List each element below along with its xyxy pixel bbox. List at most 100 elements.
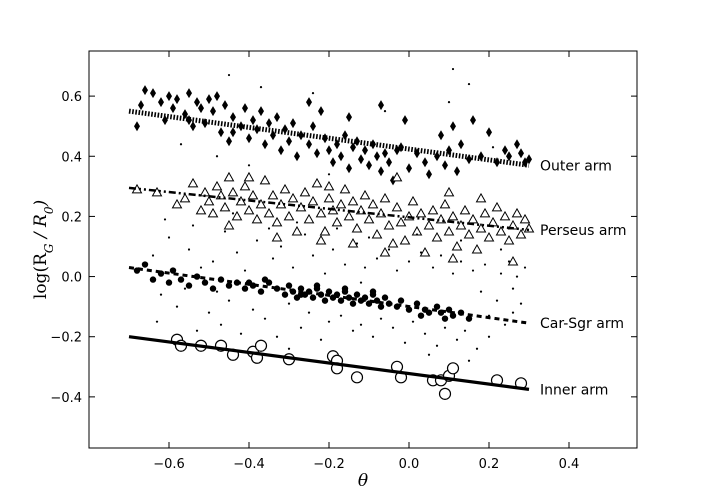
data-point	[377, 303, 385, 310]
data-point	[413, 300, 421, 307]
data-point	[483, 231, 495, 242]
data-point	[346, 163, 352, 174]
y-tick-label: 0.0	[61, 271, 82, 286]
data-point	[319, 225, 331, 236]
y-tick-label: −0.4	[50, 391, 82, 406]
data-point	[459, 204, 471, 215]
data-point	[267, 189, 279, 200]
data-point	[226, 136, 232, 147]
data-point	[163, 218, 167, 221]
data-point	[402, 115, 408, 126]
data-point	[330, 157, 336, 168]
data-point	[318, 106, 324, 117]
data-point	[185, 282, 193, 289]
data-point	[251, 213, 263, 224]
data-point	[141, 261, 149, 268]
data-point	[499, 248, 503, 251]
data-point	[222, 100, 228, 111]
data-point	[170, 103, 176, 114]
axis-ticks: −0.6 −0.4 −0.2 0.0 0.2 0.4 −0.4 −0.2 0.0 0.2 0.4 0.…	[50, 51, 637, 472]
data-point	[382, 148, 388, 159]
data-point	[169, 267, 177, 274]
data-point	[447, 210, 459, 221]
data-point	[341, 285, 349, 292]
data-point	[263, 317, 267, 320]
data-point	[495, 225, 507, 236]
data-point	[230, 112, 236, 123]
data-point	[223, 171, 235, 182]
data-point	[378, 100, 384, 111]
data-point	[294, 151, 300, 162]
data-point	[407, 195, 419, 206]
series-outer-arm	[134, 85, 532, 186]
data-point	[470, 115, 476, 126]
data-point	[351, 222, 363, 233]
data-point	[311, 92, 315, 95]
data-point	[225, 282, 233, 289]
data-point	[285, 282, 293, 289]
data-point	[455, 338, 459, 341]
data-point	[483, 263, 487, 266]
data-point	[186, 88, 192, 99]
data-point	[315, 234, 327, 245]
data-point	[239, 180, 251, 191]
data-point	[203, 195, 215, 206]
data-point	[465, 315, 473, 322]
data-point	[331, 248, 335, 251]
data-point	[241, 285, 249, 292]
data-point	[403, 341, 407, 344]
data-point	[327, 320, 331, 323]
data-point	[342, 130, 348, 141]
data-point	[242, 103, 248, 114]
data-point	[259, 174, 271, 185]
data-point	[343, 210, 355, 221]
data-point	[499, 210, 511, 221]
data-point	[315, 207, 327, 218]
data-point	[151, 254, 155, 257]
data-point	[458, 139, 464, 150]
data-point	[230, 127, 236, 138]
data-point	[367, 236, 371, 239]
data-point	[263, 207, 275, 218]
data-point	[314, 148, 320, 159]
data-point	[427, 353, 431, 356]
data-point	[397, 297, 405, 304]
data-point	[347, 237, 359, 248]
data-point	[306, 97, 312, 108]
data-point	[313, 282, 321, 289]
data-point	[191, 224, 195, 227]
data-point	[323, 180, 335, 191]
data-point	[262, 139, 268, 150]
series-label-car-sgr-arm: Car-Sgr arm	[540, 316, 624, 332]
data-point	[367, 198, 379, 209]
data-point	[511, 207, 523, 218]
data-point	[487, 335, 491, 338]
data-point	[443, 326, 447, 329]
data-point	[209, 285, 217, 292]
data-point	[379, 192, 391, 203]
data-point	[391, 201, 403, 212]
data-point	[427, 204, 439, 215]
data-point	[211, 260, 215, 263]
data-point	[514, 139, 520, 150]
data-point	[511, 287, 515, 290]
data-point	[423, 219, 435, 230]
x-tick-label: −0.4	[233, 457, 265, 472]
data-point	[417, 312, 425, 319]
data-point	[279, 245, 283, 248]
data-point	[387, 248, 391, 251]
data-point	[327, 173, 331, 176]
data-point	[138, 100, 144, 111]
data-point	[307, 195, 319, 206]
data-point	[201, 279, 209, 286]
series-field-stars	[151, 67, 527, 362]
data-point	[243, 204, 255, 215]
data-point	[223, 230, 227, 233]
data-point	[194, 97, 200, 108]
data-point	[339, 183, 351, 194]
data-point	[519, 302, 523, 305]
data-point	[287, 347, 291, 350]
data-point	[455, 219, 467, 230]
data-point	[359, 281, 363, 284]
